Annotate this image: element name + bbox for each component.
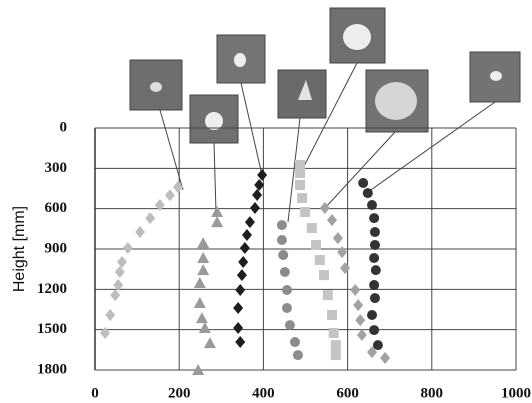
marker [369, 253, 379, 263]
marker [254, 179, 264, 191]
marker [165, 189, 175, 201]
marker [363, 188, 373, 198]
marker [300, 207, 310, 217]
x-tick-label: 400 [252, 385, 275, 401]
marker [280, 267, 290, 277]
marker [204, 337, 216, 348]
marker [235, 336, 245, 348]
marker [277, 220, 287, 230]
marker [282, 285, 292, 295]
marker [211, 216, 223, 227]
marker [380, 352, 390, 364]
marker [250, 202, 260, 214]
marker [123, 242, 133, 254]
marker [331, 350, 341, 360]
marker [242, 229, 252, 241]
marker [323, 290, 333, 300]
marker [350, 284, 360, 296]
marker [257, 169, 267, 181]
marker [357, 329, 367, 341]
y-tick-label: 1800 [37, 361, 67, 377]
marker [117, 256, 127, 268]
marker [367, 310, 377, 320]
marker [252, 189, 262, 201]
marker [319, 270, 329, 280]
marker [370, 240, 380, 250]
marker [282, 303, 292, 313]
chart: Height [mm] 0 300 600 900 1200 1500 1800 0 200 40… [0, 0, 532, 403]
callout [325, 132, 395, 208]
marker [211, 206, 223, 217]
x-tick-label: 600 [336, 385, 359, 401]
marker [105, 309, 115, 321]
marker [311, 240, 321, 250]
marker [327, 310, 337, 320]
marker [370, 227, 380, 237]
marker [197, 237, 209, 248]
marker [371, 265, 381, 275]
thumbnails [130, 8, 520, 222]
marker [194, 277, 206, 288]
marker [277, 235, 287, 245]
marker [100, 327, 110, 339]
marker [340, 262, 350, 274]
marker [337, 246, 347, 258]
marker [135, 226, 145, 238]
marker [353, 299, 363, 311]
x-tick-label: 200 [168, 385, 191, 401]
marker [196, 312, 208, 323]
marker [327, 214, 337, 226]
marker [329, 328, 339, 338]
marker [333, 232, 343, 244]
marker [293, 350, 303, 360]
marker [155, 199, 165, 211]
marker [197, 264, 209, 275]
marker [238, 256, 248, 268]
y-tick-label: 300 [45, 160, 68, 176]
marker [110, 289, 120, 301]
marker [278, 250, 288, 260]
marker [233, 322, 243, 334]
marker [233, 302, 243, 314]
y-tick-label: 0 [60, 119, 68, 135]
callout [241, 83, 262, 175]
marker [290, 337, 300, 347]
marker [295, 180, 305, 190]
marker [145, 212, 155, 224]
marker [358, 178, 368, 188]
y-tick-label: 900 [45, 240, 68, 256]
marker [194, 297, 206, 308]
marker [373, 340, 383, 350]
x-tick-label: 800 [421, 385, 444, 401]
marker [369, 280, 379, 290]
marker [197, 252, 209, 263]
x-tick-label: 0 [91, 385, 99, 401]
x-tick-label: 1000 [501, 385, 531, 401]
marker [237, 269, 247, 281]
marker [235, 284, 245, 296]
marker [240, 242, 250, 254]
marker [331, 340, 341, 350]
y-axis-label: Height [mm] [11, 206, 28, 292]
marker [297, 193, 307, 203]
y-tick-label: 1200 [37, 281, 67, 297]
marker [115, 266, 125, 278]
marker [285, 320, 295, 330]
marker [369, 213, 379, 223]
marker [199, 322, 211, 333]
marker [369, 325, 379, 335]
marker [370, 293, 380, 303]
y-tick-label: 600 [45, 200, 68, 216]
marker [355, 314, 365, 326]
marker [295, 168, 305, 178]
marker [367, 200, 377, 210]
y-tick-label: 1500 [37, 321, 67, 337]
marker [307, 223, 317, 233]
marker [315, 255, 325, 265]
marker [245, 216, 255, 228]
callout [214, 143, 216, 212]
